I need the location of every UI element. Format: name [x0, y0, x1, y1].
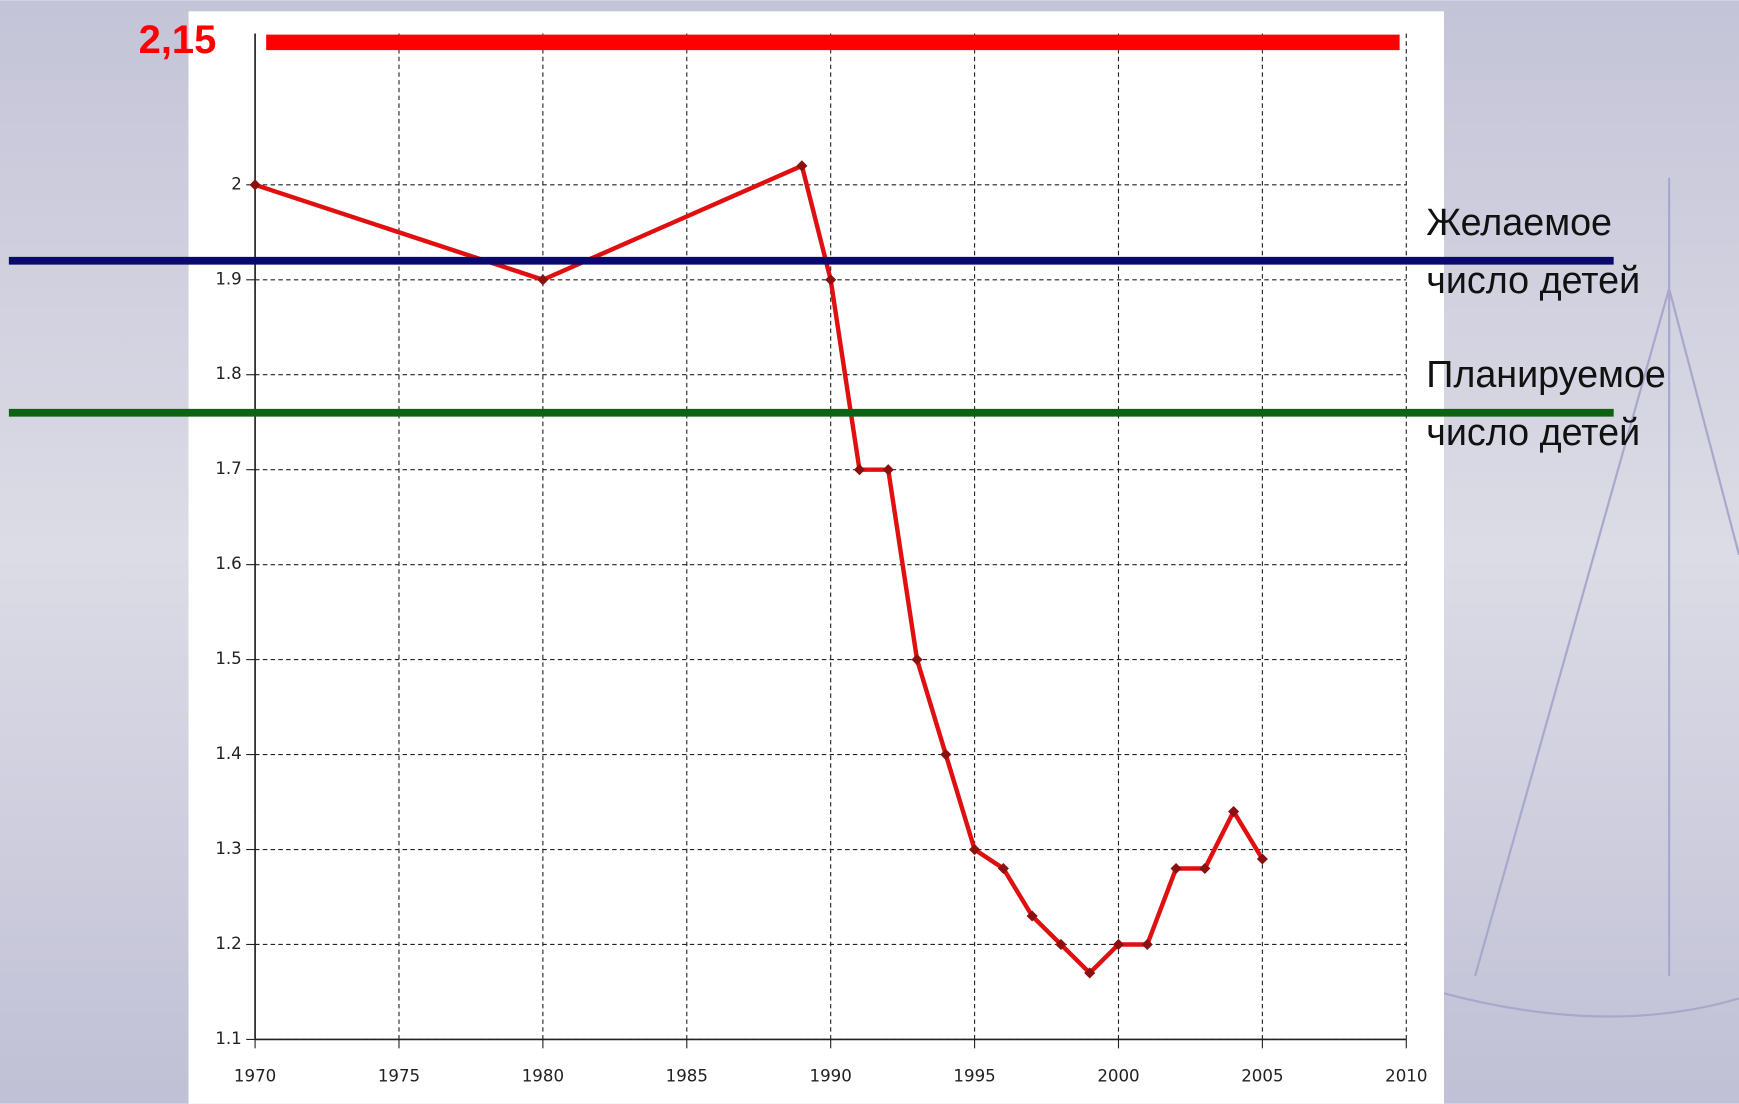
y-tick-label: 1.7 — [215, 459, 241, 478]
reference-label: Планируемое — [1426, 353, 1666, 395]
data-point — [911, 654, 923, 666]
data-point — [969, 843, 981, 856]
data-point — [1199, 862, 1211, 875]
plot-panel — [188, 11, 1444, 1104]
data-point — [940, 749, 952, 761]
data-point — [249, 179, 261, 191]
data-point — [1256, 853, 1268, 865]
reference-label: Желаемое — [1426, 201, 1612, 243]
data-point — [853, 464, 866, 476]
x-tick-label: 1995 — [953, 1067, 995, 1086]
y-tick-label: 1.2 — [215, 934, 241, 953]
data-point — [1228, 805, 1240, 818]
y-tick-label: 1.1 — [215, 1029, 241, 1048]
y-tick-label: 1.4 — [215, 744, 241, 763]
y-tick-label: 1.5 — [215, 649, 241, 668]
data-point — [882, 464, 894, 476]
reference-label: число детей — [1426, 259, 1640, 301]
reference-label: 2,15 — [139, 18, 217, 62]
data-point — [537, 274, 549, 286]
data-point — [825, 274, 837, 286]
y-tick-label: 1.9 — [215, 269, 241, 288]
data-point — [1026, 910, 1038, 922]
x-tick-label: 1975 — [378, 1067, 420, 1086]
data-point — [997, 862, 1009, 875]
reference-label: число детей — [1426, 411, 1640, 453]
data-point — [1084, 967, 1096, 979]
y-tick-label: 1.6 — [215, 554, 241, 573]
y-tick-label: 2 — [231, 174, 242, 193]
x-tick-label: 2010 — [1385, 1067, 1427, 1086]
x-tick-label: 1970 — [234, 1067, 276, 1086]
data-point — [1141, 938, 1153, 951]
x-tick-label: 1985 — [666, 1067, 708, 1086]
x-tick-label: 2000 — [1097, 1067, 1139, 1086]
y-tick-label: 1.8 — [215, 364, 241, 383]
data-point — [1170, 862, 1182, 875]
decoration — [1441, 177, 1739, 1018]
x-tick-label: 1980 — [522, 1067, 564, 1086]
y-tick-label: 1.3 — [215, 839, 241, 858]
x-tick-label: 2005 — [1241, 1067, 1283, 1086]
data-point — [796, 160, 808, 172]
data-point — [1112, 938, 1125, 951]
x-tick-label: 1990 — [810, 1067, 852, 1086]
data-point — [1055, 938, 1067, 951]
